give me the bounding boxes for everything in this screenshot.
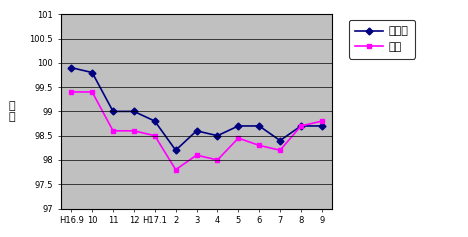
津市: [256, 144, 262, 147]
三重県: [256, 125, 262, 128]
津市: [319, 120, 325, 123]
津市: [298, 125, 304, 128]
津市: [89, 91, 95, 93]
津市: [235, 137, 241, 140]
三重県: [173, 149, 178, 152]
津市: [131, 129, 137, 132]
Line: 三重県: 三重県: [69, 65, 324, 153]
三重県: [131, 110, 137, 113]
三重県: [277, 139, 283, 142]
津市: [277, 149, 283, 152]
三重県: [319, 125, 325, 128]
津市: [110, 129, 116, 132]
三重県: [68, 66, 74, 69]
Text: 指
数: 指 数: [9, 100, 15, 122]
三重県: [215, 134, 220, 137]
津市: [194, 154, 199, 157]
三重県: [298, 125, 304, 128]
Legend: 三重県, 津市: 三重県, 津市: [349, 20, 415, 59]
津市: [152, 134, 158, 137]
津市: [173, 168, 178, 171]
三重県: [235, 125, 241, 128]
三重県: [89, 71, 95, 74]
津市: [215, 159, 220, 161]
三重県: [194, 129, 199, 132]
三重県: [152, 120, 158, 123]
Line: 津市: 津市: [69, 90, 324, 172]
三重県: [110, 110, 116, 113]
津市: [68, 91, 74, 93]
